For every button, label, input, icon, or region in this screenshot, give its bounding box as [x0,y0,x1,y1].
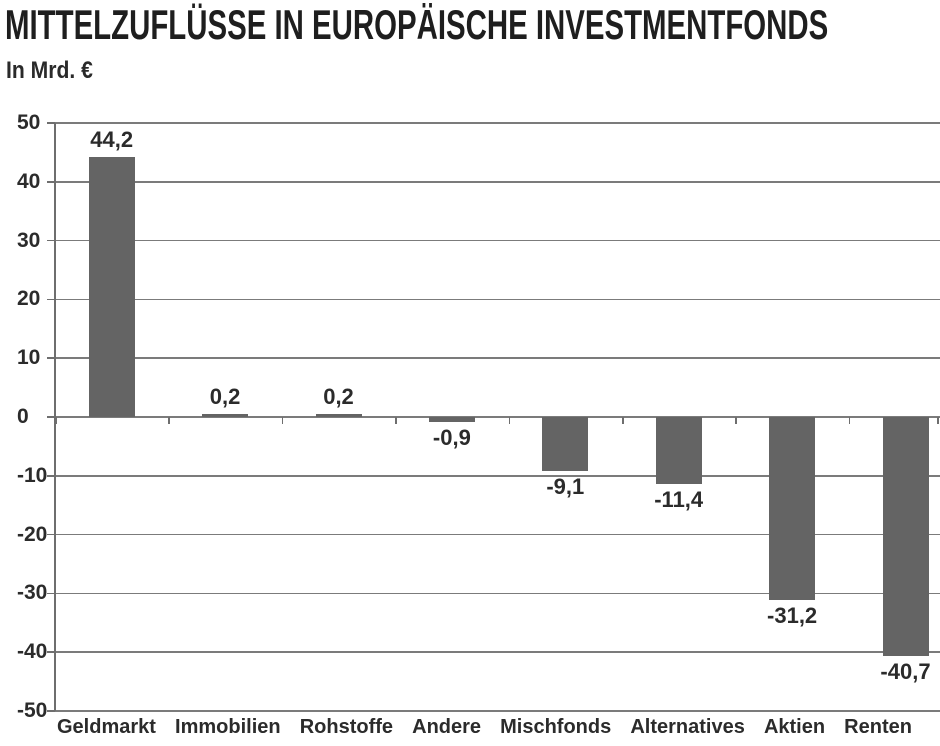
bar-geldmarkt [88,157,135,417]
category-label-andere: Andere [412,716,482,738]
gridline-20 [55,298,940,301]
bar-andere [428,417,475,423]
y-tick-label-0: 0 [17,405,29,428]
y-axis-tick [47,181,55,183]
gridline-10 [55,357,940,359]
y-axis-tick [47,475,55,477]
y-tick-label-10: 10 [17,346,41,370]
value-label-mischfonds: -9,1 [546,473,585,499]
bar-rohstoffe [315,414,362,417]
x-axis-tick [281,417,284,424]
x-axis-tick [622,417,624,424]
x-axis-tick [848,417,851,424]
x-axis-tick [937,417,939,424]
x-axis-tick [395,417,397,424]
chart-title: MITTELZUFLÜSSE IN EUROPÄISCHE INVESTMENT… [5,1,829,48]
category-label-mischfonds: Mischfonds [500,716,612,738]
value-label-geldmarkt: 44,2 [90,127,134,153]
x-axis-tick [508,417,511,424]
gridline--50 [55,710,940,712]
bar-immobilien [202,414,249,417]
y-tick-label--10: -10 [17,463,48,487]
y-tick-label--30: -30 [17,581,48,605]
y-tick-label-30: 30 [17,228,41,252]
bar-mischfonds [542,417,589,471]
x-axis-tick [55,417,57,424]
category-label-alternatives: Alternatives [630,716,745,738]
x-axis-tick [168,417,170,424]
chart-subtitle: In Mrd. € [6,57,93,84]
y-axis-tick [47,592,55,595]
category-label-aktien: Aktien [763,716,826,738]
value-label-rohstoffe: 0,2 [323,384,354,409]
y-axis-tick [47,651,55,653]
bar-aktien [769,417,816,601]
y-axis-tick [47,357,55,359]
value-label-alternatives: -11,4 [654,487,704,513]
category-label-rohstoffe: Rohstoffe [299,716,394,738]
y-tick-label-50: 50 [17,111,41,134]
category-label-geldmarkt: Geldmarkt [57,716,156,738]
gridline--30 [55,592,940,595]
y-tick-label-40: 40 [17,169,41,193]
value-label-aktien: -31,2 [767,603,818,629]
y-tick-label-20: 20 [17,287,41,311]
value-label-immobilien: 0,2 [209,384,241,409]
gridline--10 [55,475,940,477]
x-axis-tick [735,417,737,424]
gridline-30 [55,239,940,242]
value-label-andere: -0,9 [432,425,471,451]
gridline-0 [55,416,940,418]
bar-renten [882,417,929,657]
y-axis-tick [47,298,55,301]
y-axis-tick [47,710,55,712]
y-axis-tick [47,533,55,536]
category-label-renten: Renten [844,716,912,738]
y-axis-tick [47,239,55,242]
bar-alternatives [655,417,702,485]
gridline--40 [55,651,940,653]
gridline--20 [55,533,940,536]
gridline-50 [55,122,940,124]
category-label-immobilien: Immobilien [175,716,281,738]
y-axis-tick [47,416,55,418]
y-axis-tick [47,122,55,124]
y-tick-label--50: -50 [17,699,48,722]
category-axis: Geldmarkt Immobilien Rohstoffe Andere Mischf… [57,712,912,742]
gridline-40 [55,181,940,183]
y-tick-label--40: -40 [17,640,48,664]
value-label-renten: -40,7 [880,659,931,685]
y-tick-label--20: -20 [17,522,48,546]
